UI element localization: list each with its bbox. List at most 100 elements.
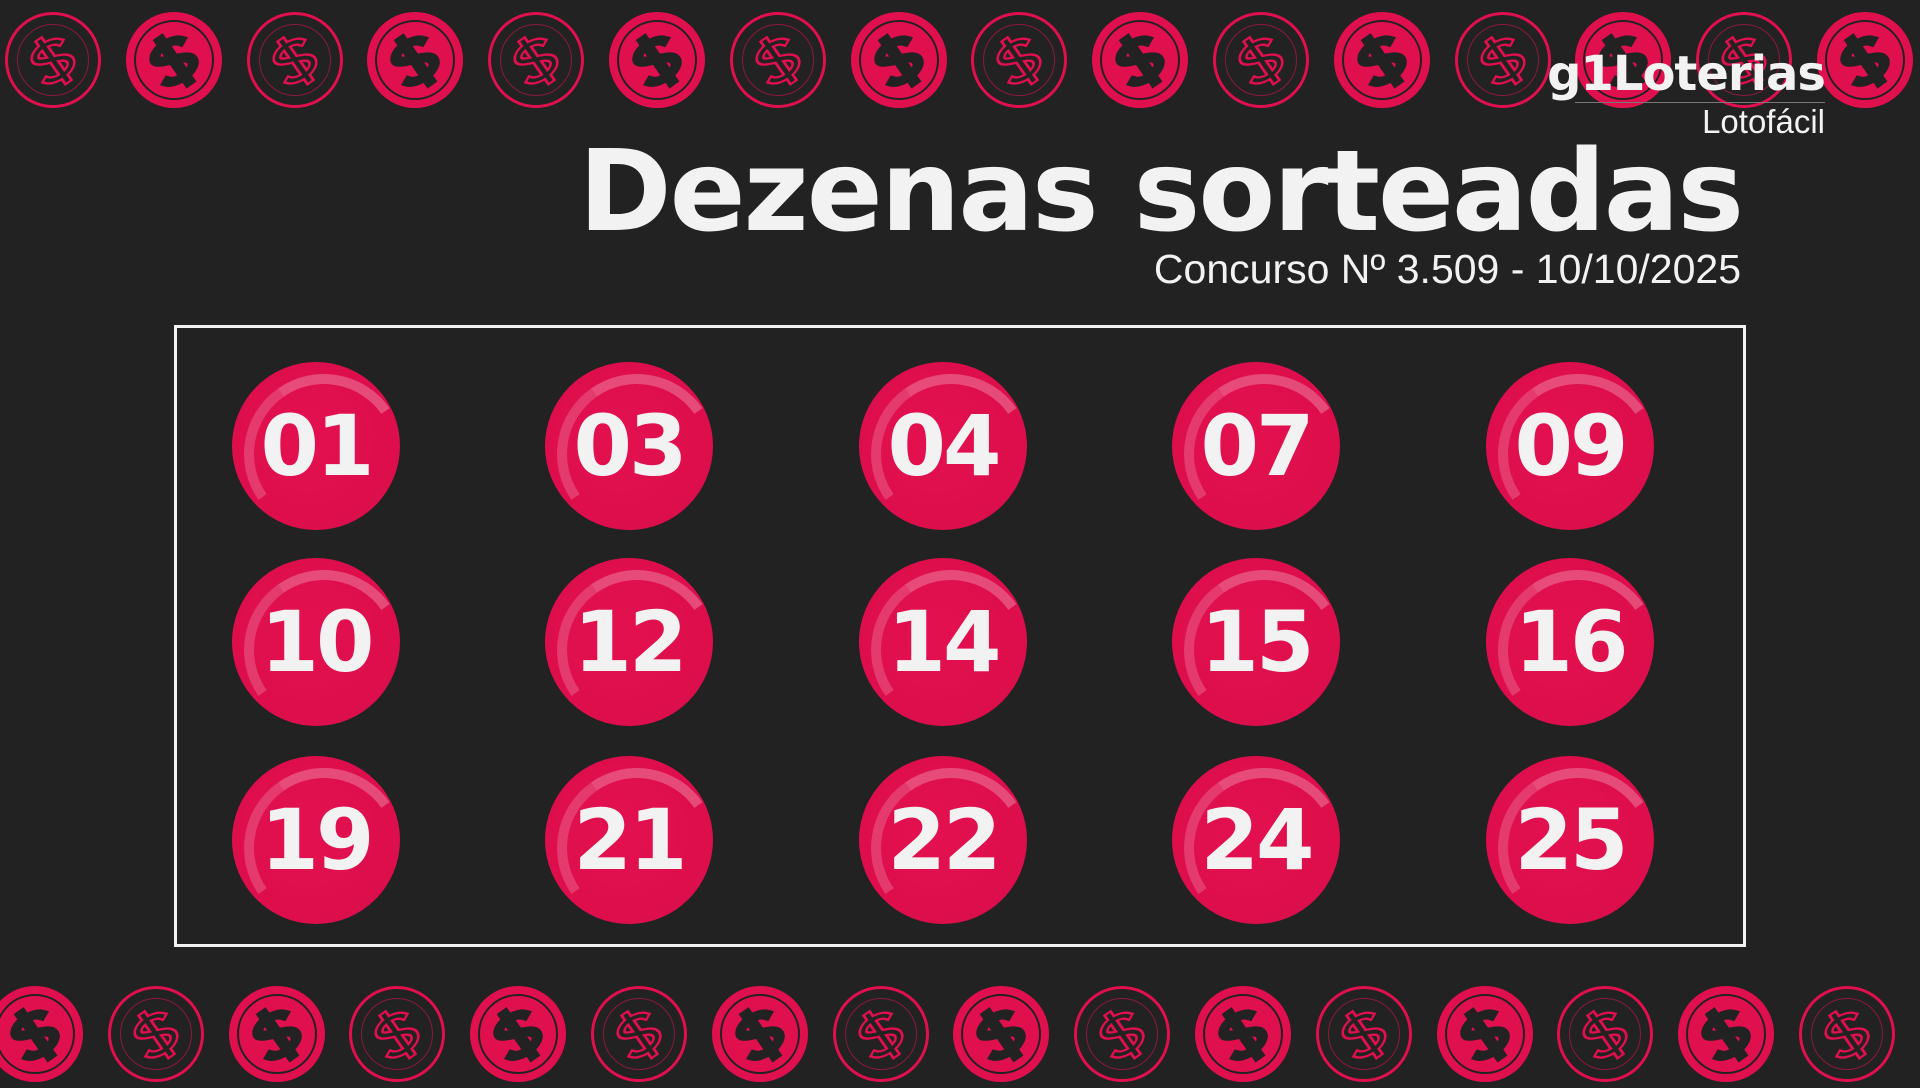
drawn-number: 07 [1200,397,1315,495]
dollar-coin-icon [1333,12,1430,108]
dollar-coin-icon [349,986,446,1082]
dollar-coin-icon [125,12,222,108]
dollar-coin-icon [832,986,929,1082]
dollar-sign-icon [1115,33,1165,89]
dollar-sign-icon [10,1007,60,1063]
drawn-number: 14 [887,593,1002,691]
dollar-sign-icon [616,1009,662,1060]
dollar-sign-icon [390,33,441,89]
drawn-number-ball: 12 [545,558,713,726]
dollar-sign-icon [30,35,76,86]
numbers-board: 01 03 04 07 09 10 12 14 15 16 19 21 22 24 25 [174,325,1746,947]
drawn-number-ball: 22 [859,756,1027,924]
drawn-number-ball: 14 [859,558,1027,726]
dollar-sign-icon [513,35,559,86]
page-title: Dezenas sorteadas [578,127,1744,257]
dollar-sign-icon [1341,1009,1387,1060]
drawn-number-ball: 21 [545,756,713,924]
dollar-coin-icon [1074,986,1171,1082]
dollar-coin-icon [1436,986,1533,1082]
dollar-sign-icon [272,35,318,86]
drawn-number: 25 [1514,791,1629,889]
drawn-number: 16 [1514,593,1629,691]
drawn-number-ball: 15 [1172,558,1340,726]
drawn-number: 03 [573,397,688,495]
drawn-number-ball: 09 [1486,362,1654,530]
brand-name: g1Loterias [1547,46,1826,102]
dollar-coin-icon [1678,986,1775,1082]
dollar-sign-icon [976,1007,1027,1063]
dollar-coin-icon [609,12,705,108]
drawn-number: 22 [887,791,1002,889]
drawn-number-ball: 24 [1172,756,1340,924]
drawn-number: 09 [1514,397,1629,495]
drawn-number: 04 [887,397,1002,495]
dollar-coin-icon [971,12,1068,108]
dollar-coin-icon [1696,12,1793,108]
dollar-sign-icon [1099,1009,1145,1060]
drawn-number: 21 [573,791,688,889]
drawn-number-ball: 10 [232,558,400,726]
dollar-sign-icon [996,35,1042,86]
dollar-coin-icon [5,12,101,108]
dollar-coin-icon [591,986,687,1082]
drawn-number: 15 [1200,593,1315,691]
dollar-coin-icon [1817,12,1913,108]
drawn-number-ball: 19 [232,756,400,924]
dollar-sign-icon [1480,35,1526,86]
dollar-sign-icon [1582,1009,1628,1060]
bottom-coin-border [0,978,1920,1088]
dollar-sign-icon [1218,1007,1268,1063]
dollar-sign-icon [374,1009,420,1060]
dollar-coin-icon [107,986,204,1082]
dollar-coin-icon [1092,12,1189,108]
dollar-coin-icon [367,12,464,108]
dollar-coin-icon [0,986,83,1082]
drawn-number-ball: 01 [232,362,400,530]
dollar-coin-icon [711,986,808,1082]
dollar-sign-icon [1840,33,1890,89]
dollar-coin-icon [228,986,325,1082]
dollar-sign-icon [493,1007,543,1063]
dollar-sign-icon [632,33,682,89]
dollar-coin-icon [1799,986,1895,1082]
top-coin-border [0,4,1920,114]
drawn-number-ball: 04 [859,362,1027,530]
dollar-sign-icon [1357,33,1407,89]
dollar-coin-icon [1213,12,1309,108]
dollar-coin-icon [850,12,947,108]
dollar-sign-icon [1459,1007,1510,1063]
dollar-coin-icon [1557,986,1654,1082]
dollar-coin-icon [1454,12,1551,108]
dollar-coin-icon [488,12,585,108]
dollar-coin-icon [729,12,826,108]
dollar-sign-icon [1824,1009,1870,1060]
drawn-number: 10 [260,593,375,691]
dollar-sign-icon [149,33,199,89]
logo-divider [1575,102,1825,103]
game-name: Lotofácil [1702,103,1825,140]
dollar-coin-icon [1575,12,1672,108]
dollar-sign-icon [735,1007,785,1063]
drawn-number: 19 [260,791,375,889]
dollar-coin-icon [1195,986,1291,1082]
drawn-number-ball: 16 [1486,558,1654,726]
dollar-sign-icon [1701,1007,1751,1063]
contest-info: Concurso Nº 3.509 - 10/10/2025 [1153,246,1741,292]
dollar-sign-icon [858,1009,904,1060]
dollar-coin-icon [246,12,343,108]
drawn-number: 24 [1200,791,1315,889]
drawn-number: 12 [573,593,688,691]
drawn-number-ball: 25 [1486,756,1654,924]
dollar-sign-icon [251,1007,302,1063]
drawn-number-ball: 03 [545,362,713,530]
dollar-sign-icon [755,35,801,86]
g1-loterias-logo: g1Loterias Lotofácil [1547,46,1826,141]
dollar-coin-icon [1315,986,1412,1082]
drawn-number: 01 [260,397,375,495]
dollar-coin-icon [470,986,567,1082]
dollar-sign-icon [873,33,924,89]
dollar-coin-icon [953,986,1050,1082]
dollar-sign-icon [1238,35,1284,86]
dollar-sign-icon [133,1009,179,1060]
